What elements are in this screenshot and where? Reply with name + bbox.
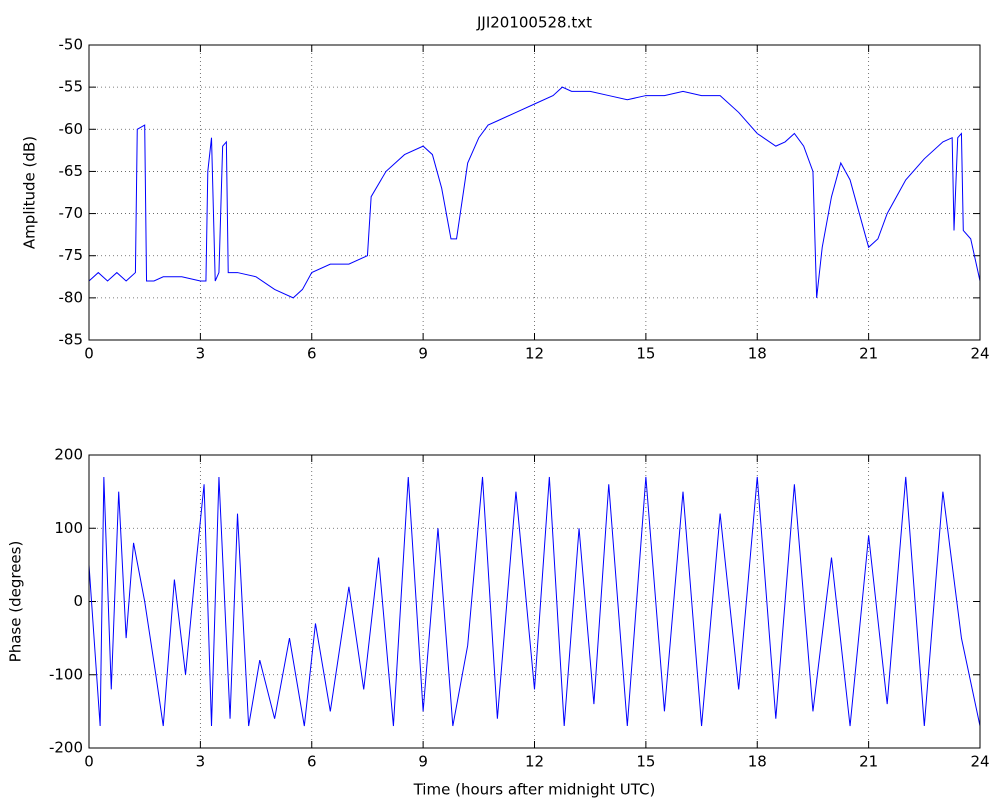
axes-frame [88, 44, 981, 341]
x-tick-label: 0 [84, 345, 94, 363]
x-tick-label: 6 [307, 753, 317, 771]
x-tick-label: 3 [196, 753, 206, 771]
y-axis-label: Amplitude (dB) [21, 136, 39, 249]
y-tick-label: -65 [59, 162, 84, 180]
y-tick-label: -100 [49, 665, 83, 683]
x-tick-label: 18 [748, 753, 767, 771]
y-axis-label: Phase (degrees) [7, 541, 25, 663]
plot-area [89, 45, 980, 340]
x-tick-label: 6 [307, 345, 317, 363]
x-tick-label: 18 [748, 345, 767, 363]
y-tick-label: -50 [59, 36, 84, 54]
x-tick-label: 15 [636, 345, 655, 363]
y-tick-label: -80 [59, 288, 84, 306]
data-line [88, 476, 981, 727]
y-tick-label: -200 [49, 739, 83, 757]
x-tick-label: 9 [418, 345, 428, 363]
y-tick-label: -60 [59, 120, 84, 138]
x-tick-label: 3 [196, 345, 206, 363]
y-tick-label: 100 [54, 519, 83, 537]
y-tick-label: -85 [59, 331, 84, 349]
x-tick-label: 0 [84, 753, 94, 771]
y-tick-label: -55 [59, 78, 84, 96]
x-tick-label: 24 [970, 345, 989, 363]
x-tick-label: 24 [970, 753, 989, 771]
x-tick-label: 9 [418, 753, 428, 771]
chart-title: JJI20100528.txt [476, 14, 592, 32]
x-tick-label: 12 [525, 753, 544, 771]
x-tick-label: 21 [859, 753, 878, 771]
y-tick-label: -75 [59, 246, 84, 264]
x-tick-label: 12 [525, 345, 544, 363]
x-axis-label: Time (hours after midnight UTC) [413, 781, 656, 799]
data-line [88, 86, 981, 299]
x-tick-label: 15 [636, 753, 655, 771]
y-tick-label: 200 [54, 446, 83, 464]
plot-area [89, 455, 980, 748]
axes-frame [88, 454, 981, 749]
y-tick-label: 0 [73, 592, 83, 610]
x-tick-label: 21 [859, 345, 878, 363]
y-tick-label: -70 [59, 204, 84, 222]
